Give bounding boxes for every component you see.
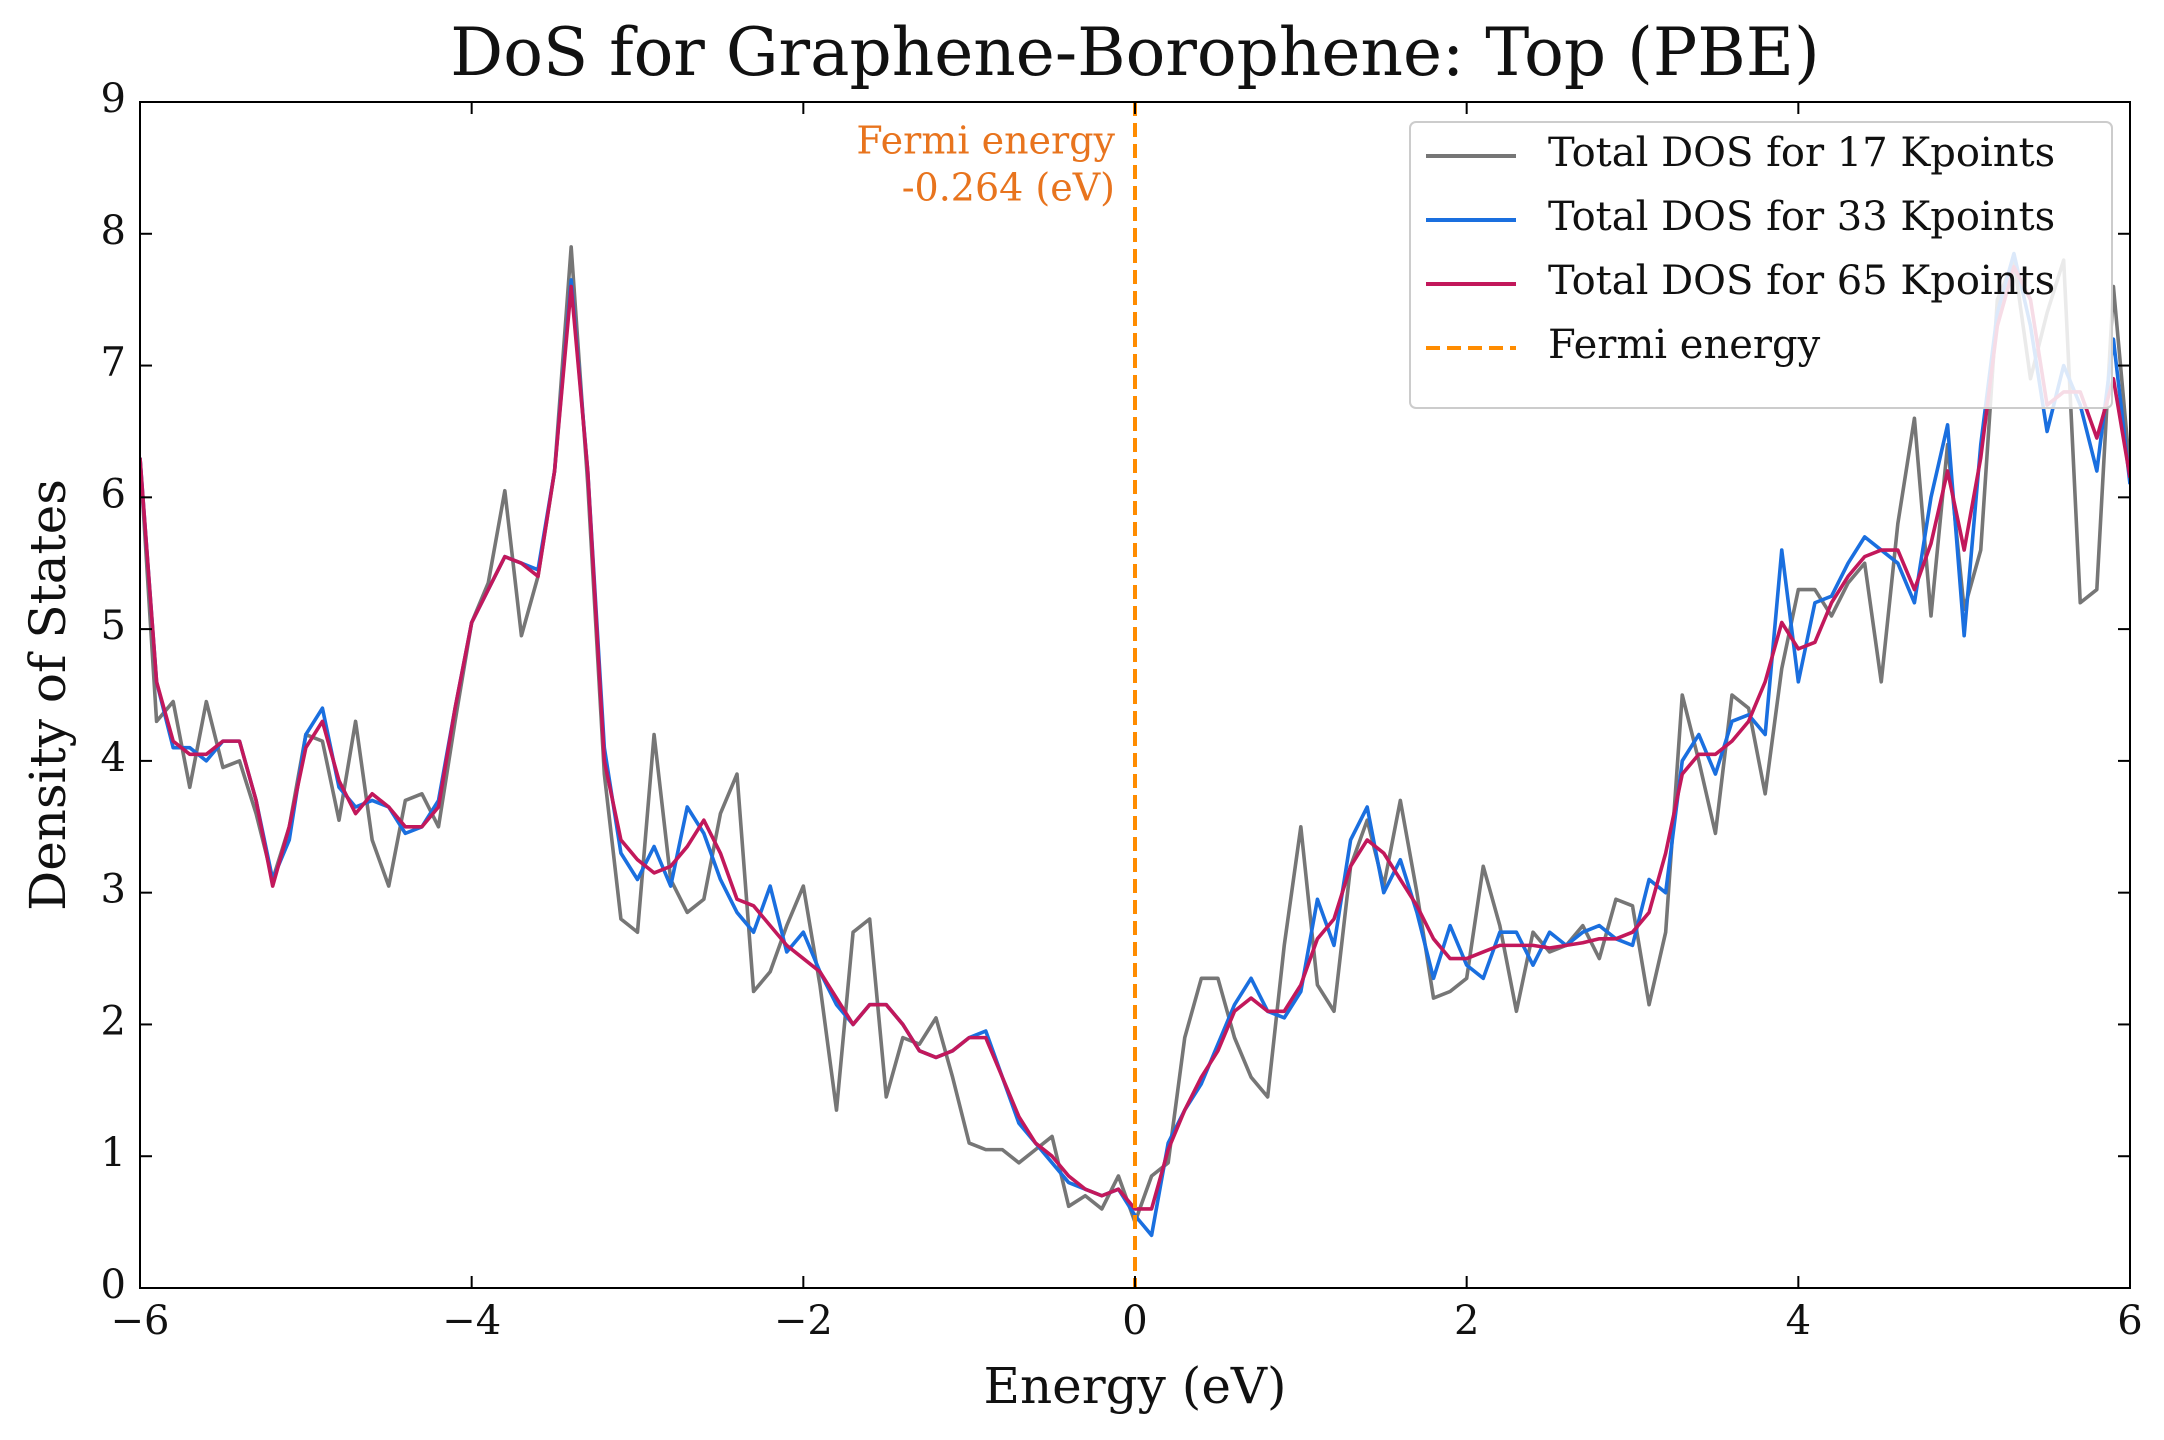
chart-title: DoS for Graphene-Borophene: Top (PBE) — [450, 14, 1819, 91]
dos-line — [140, 264, 2130, 1211]
x-axis-label: Energy (eV) — [983, 1357, 1286, 1415]
fermi-annotation: -0.264 (eV) — [902, 166, 1115, 210]
legend-box — [1409, 121, 2113, 409]
x-tick-label: −2 — [774, 1298, 833, 1344]
x-tick-label: 0 — [1122, 1298, 1147, 1344]
legend-label: Total DOS for 65 Kpoints — [1548, 258, 2055, 304]
y-tick-label: 1 — [101, 1130, 126, 1176]
x-tick-label: −6 — [111, 1298, 170, 1344]
x-tick-label: 2 — [1454, 1298, 1479, 1344]
y-tick-label: 3 — [101, 867, 126, 913]
y-tick-label: 2 — [101, 998, 126, 1044]
y-tick-label: 5 — [101, 603, 126, 649]
y-tick-label: 4 — [101, 735, 126, 781]
y-tick-label: 7 — [101, 340, 126, 386]
x-tick-label: −4 — [442, 1298, 501, 1344]
y-tick-label: 0 — [101, 1262, 126, 1308]
x-tick-label: 6 — [2117, 1298, 2142, 1344]
y-tick-label: 9 — [101, 76, 126, 122]
y-tick-label: 6 — [101, 471, 126, 517]
y-axis-label: Density of States — [19, 479, 77, 911]
legend-label: Total DOS for 33 Kpoints — [1548, 194, 2055, 240]
legend-label: Total DOS for 17 Kpoints — [1548, 130, 2055, 176]
legend-label: Fermi energy — [1548, 322, 1821, 368]
x-tick-label: 4 — [1786, 1298, 1811, 1344]
y-tick-label: 8 — [101, 208, 126, 254]
fermi-annotation: Fermi energy — [856, 119, 1115, 163]
